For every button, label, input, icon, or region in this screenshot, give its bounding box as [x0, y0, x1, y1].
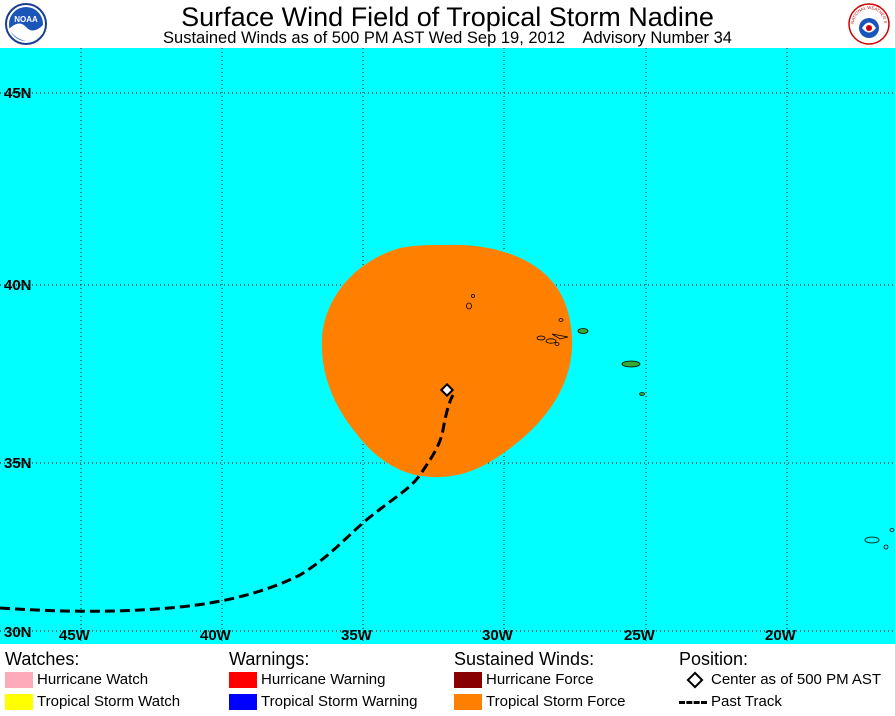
azores-islands: [466, 294, 645, 396]
page-title: Surface Wind Field of Tropical Storm Nad…: [181, 2, 714, 32]
lon-label: 20W: [765, 627, 797, 644]
lat-label: 45N: [4, 85, 32, 102]
page-subtitle: Sustained Winds as of 500 PM AST Wed Sep…: [163, 29, 732, 47]
legend-label: Hurricane Watch: [37, 671, 149, 688]
position-heading: Position:: [679, 649, 749, 669]
lat-label: 40N: [4, 277, 32, 294]
tropical-storm-warning-swatch: [229, 694, 257, 710]
lon-label: 30W: [482, 627, 514, 644]
map-canvas: 45N 40N 35N 30N 45W 40W 35W 30W 25W 20W: [0, 48, 895, 644]
header: NOAA Surface Wind Field of Tropical Stor…: [0, 0, 895, 48]
tropical-storm-watch-swatch: [5, 694, 33, 710]
sustained-winds-heading: Sustained Winds:: [454, 649, 595, 669]
lat-label: 35N: [4, 455, 32, 472]
legend-label: Hurricane Force: [486, 671, 594, 688]
lon-label: 25W: [624, 627, 656, 644]
nws-logo: NATIONAL WEATHER SERVICE: [848, 3, 890, 45]
legend-label: Tropical Storm Watch: [37, 693, 181, 710]
tropical-storm-force-swatch: [454, 694, 482, 710]
legend-label: Past Track: [711, 693, 782, 710]
tropical-storm-force-wind-field: [321, 244, 573, 478]
legend-label: Tropical Storm Force: [486, 693, 626, 710]
lon-label: 40W: [200, 627, 232, 644]
lon-label: 35W: [341, 627, 373, 644]
latitude-labels: 45N 40N 35N 30N: [4, 85, 32, 641]
svg-text:NOAA: NOAA: [14, 15, 38, 24]
legend: Watches: Hurricane Watch Tropical Storm …: [0, 644, 895, 716]
dashed-line-icon: [679, 701, 707, 704]
lat-label: 30N: [4, 624, 32, 641]
lon-label: 45W: [59, 627, 91, 644]
hurricane-warning-swatch: [229, 672, 257, 688]
legend-label: Tropical Storm Warning: [261, 693, 418, 710]
storm-center-marker: [439, 382, 455, 398]
legend-label: Hurricane Warning: [261, 671, 386, 688]
longitude-labels: 45W 40W 35W 30W 25W 20W: [59, 627, 797, 644]
map: 45N 40N 35N 30N 45W 40W 35W 30W 25W 20W: [0, 48, 895, 644]
gridlines: [0, 48, 895, 644]
hurricane-force-swatch: [454, 672, 482, 688]
legend-label: Center as of 500 PM AST: [711, 671, 882, 688]
warnings-heading: Warnings:: [229, 649, 310, 669]
watches-heading: Watches:: [5, 649, 80, 669]
noaa-logo: NOAA: [5, 3, 47, 45]
past-track: [0, 394, 455, 613]
hurricane-watch-swatch: [5, 672, 33, 688]
diamond-icon: [686, 671, 704, 689]
madeira-islands: [864, 528, 895, 550]
